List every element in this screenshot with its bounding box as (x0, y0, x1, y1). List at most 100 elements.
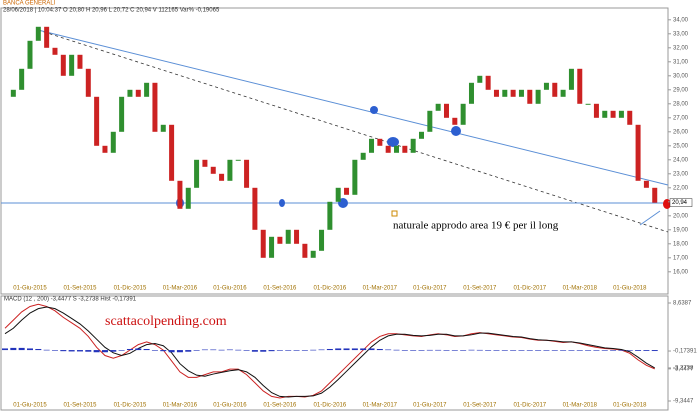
candle (527, 89, 533, 104)
candle (402, 145, 408, 153)
histogram-bar (626, 350, 633, 351)
histogram-bar (68, 350, 75, 352)
histogram-bar (401, 350, 408, 351)
candle (618, 110, 624, 118)
candle (44, 26, 50, 48)
macd-line (4, 306, 655, 398)
candle (610, 110, 616, 118)
candle (460, 103, 466, 125)
histogram-bar (460, 350, 467, 351)
histogram-bar (251, 350, 258, 352)
histogram-bar (301, 350, 308, 351)
candle (227, 159, 233, 181)
dashed-trendline (37, 29, 669, 233)
marker (387, 137, 399, 147)
candle (202, 159, 208, 167)
candle (360, 152, 366, 160)
candle (518, 89, 524, 97)
candle (327, 201, 333, 230)
histogram-bar (443, 350, 450, 351)
x-tick-label: 01-Set-2016 (263, 403, 297, 409)
candle (319, 229, 325, 251)
histogram-bar (26, 348, 33, 351)
x-tick-label: 01-Mar-2018 (563, 403, 598, 409)
histogram-bar (226, 349, 233, 351)
candle (493, 89, 499, 97)
x-tick-label: 01-Dic-2017 (513, 403, 546, 409)
histogram-bar (243, 350, 250, 351)
candle (468, 82, 474, 104)
candle (19, 68, 25, 90)
marker (451, 126, 461, 136)
y-tick-label: 34,00 (673, 17, 689, 23)
y-tick-label: 32,00 (673, 45, 689, 51)
candle (219, 173, 225, 181)
x-tick-label: 01-Mar-2018 (563, 286, 598, 292)
candle (85, 68, 91, 97)
histogram-bar (618, 350, 625, 351)
candle (577, 68, 583, 104)
x-tick-label: 01-Set-2015 (63, 286, 97, 292)
y-tick-label: 26,00 (673, 129, 689, 135)
candle (194, 159, 200, 188)
candle (77, 54, 83, 69)
histogram-bar (143, 348, 150, 351)
candle (410, 138, 416, 153)
histogram-bar (576, 350, 583, 351)
histogram-bar (43, 349, 50, 351)
histogram-bar (51, 350, 58, 351)
histogram-bar (468, 349, 475, 351)
candle (560, 89, 566, 97)
histogram-bar (210, 349, 217, 351)
histogram-bar (376, 348, 383, 351)
histogram-bar (35, 348, 42, 351)
candle (344, 187, 350, 195)
candle (568, 68, 574, 90)
annotation: naturale approdo area 19 € per il long (393, 220, 559, 232)
candle (593, 103, 599, 118)
histogram-bar (60, 350, 67, 352)
histogram-bar (635, 350, 642, 351)
histogram-bar (485, 350, 492, 351)
candle (10, 89, 16, 97)
histogram-bar (293, 350, 300, 351)
histogram-bar (101, 350, 108, 353)
histogram-bar (268, 350, 275, 352)
candle (552, 82, 558, 97)
y-tick-label: 17,00 (673, 255, 689, 261)
candle (443, 103, 449, 118)
histogram-bar (201, 349, 208, 351)
y-tick-label: 18,00 (673, 241, 689, 247)
annotation-box (391, 210, 398, 217)
x-tick-label: 01-Set-2016 (263, 286, 297, 292)
candle (152, 82, 158, 132)
histogram-bar (176, 350, 183, 353)
candle (260, 229, 266, 258)
y-tick-label: 19,00 (673, 227, 689, 233)
candle (210, 166, 216, 174)
x-tick-label: 01-Dic-2015 (114, 403, 147, 409)
marker (370, 106, 378, 114)
histogram-bar (260, 350, 267, 352)
histogram-bar (310, 349, 317, 351)
histogram-bar (393, 349, 400, 351)
histogram-bar (593, 350, 600, 351)
histogram-bar (135, 348, 142, 351)
y-tick-label: 8,6387 (673, 301, 692, 307)
y-tick-label: 31,00 (673, 59, 689, 65)
x-tick-label: 01-Giu-2016 (213, 286, 247, 292)
histogram-bar (276, 350, 283, 351)
histogram-bar (568, 350, 575, 351)
candle (144, 82, 150, 97)
x-tick-label: 01-Giu-2018 (613, 403, 647, 409)
histogram-bar (93, 350, 100, 353)
x-tick-label: 01-Giu-2017 (413, 403, 447, 409)
y-tick-label: 33,00 (673, 31, 689, 37)
histogram-bar (410, 350, 417, 351)
x-tick-label: 01-Mar-2016 (163, 403, 198, 409)
histogram-bar (343, 348, 350, 351)
histogram-bar (218, 349, 225, 351)
arrow (639, 210, 661, 226)
candle (252, 187, 258, 230)
